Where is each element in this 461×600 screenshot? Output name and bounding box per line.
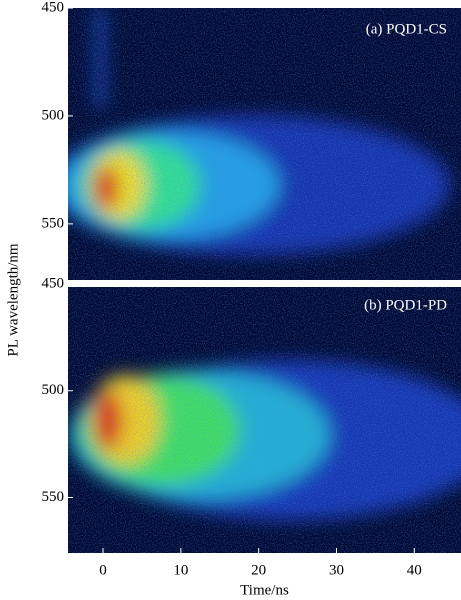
y-axis-label: PL wavelength/nm: [5, 243, 21, 357]
y-tick-label: 450: [42, 275, 65, 291]
x-tick-label: 20: [251, 562, 266, 578]
panel-title: (a) PQD1-CS: [366, 21, 447, 37]
panel-gap: [68, 280, 461, 287]
panel-title: (b) PQD1-PD: [364, 297, 447, 313]
y-tick-label: 550: [42, 215, 65, 231]
y-tick-label: 550: [42, 489, 65, 505]
x-axis-label: Time/ns: [240, 582, 289, 598]
y-tick-label: 450: [42, 0, 65, 15]
heatmap-image: [68, 287, 461, 553]
y-tick-label: 500: [42, 107, 65, 123]
y-tick-label: 500: [42, 382, 65, 398]
x-tick-label: 30: [329, 562, 344, 578]
x-tick-label: 0: [99, 562, 107, 578]
heatmap-image: [68, 8, 461, 280]
x-tick-label: 10: [173, 562, 188, 578]
x-tick-label: 40: [407, 562, 422, 578]
